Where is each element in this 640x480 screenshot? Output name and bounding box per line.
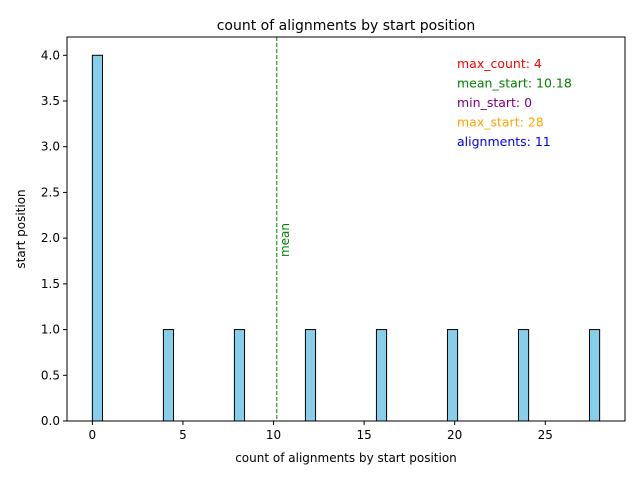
x-tick-label: 20 <box>447 428 462 442</box>
y-tick-label: 0.0 <box>41 414 60 428</box>
x-tick-label: 25 <box>538 428 553 442</box>
y-tick-label: 1.0 <box>41 323 60 337</box>
chart-title: count of alignments by start position <box>217 18 476 34</box>
x-tick-label: 0 <box>89 428 97 442</box>
histogram-bar <box>304 329 317 422</box>
y-tick-label: 3.0 <box>41 140 60 154</box>
stat-annotation: alignments: 11 <box>457 134 551 149</box>
y-tick-label: 3.5 <box>41 94 60 108</box>
x-tick-label: 10 <box>266 428 281 442</box>
histogram-bar <box>375 329 388 422</box>
plot-frame <box>66 36 626 422</box>
y-axis-ticks: 0.0 0.5 1.0 1.5 2.0 2.5 3.0 3.5 4.0 <box>41 48 67 428</box>
mean-line-label: mean <box>278 223 292 257</box>
histogram-bar <box>91 54 104 422</box>
x-tick-label: 15 <box>356 428 371 442</box>
x-axis-label: count of alignments by start position <box>235 451 457 465</box>
y-tick-label: 0.5 <box>41 368 60 382</box>
histogram-bar <box>588 329 601 422</box>
stat-annotation: max_start: 28 <box>457 115 544 130</box>
x-tick-label: 5 <box>179 428 187 442</box>
y-tick-label: 2.0 <box>41 231 60 245</box>
stat-annotation: mean_start: 10.18 <box>457 76 572 91</box>
y-tick-label: 1.5 <box>41 277 60 291</box>
histogram-bar <box>162 329 175 422</box>
histogram-bar <box>446 329 459 422</box>
y-axis-label: start position <box>14 189 28 268</box>
histogram-bar <box>233 329 246 422</box>
y-tick-label: 4.0 <box>41 48 60 62</box>
y-tick-label: 2.5 <box>41 185 60 199</box>
stat-annotation: min_start: 0 <box>457 95 532 110</box>
x-axis-ticks: 0 5 10 15 20 25 <box>89 421 553 442</box>
stats-annotations: max_count: 4 mean_start: 10.18 min_start: … <box>457 56 572 149</box>
histogram-bar <box>517 329 530 422</box>
stat-annotation: max_count: 4 <box>457 56 542 71</box>
